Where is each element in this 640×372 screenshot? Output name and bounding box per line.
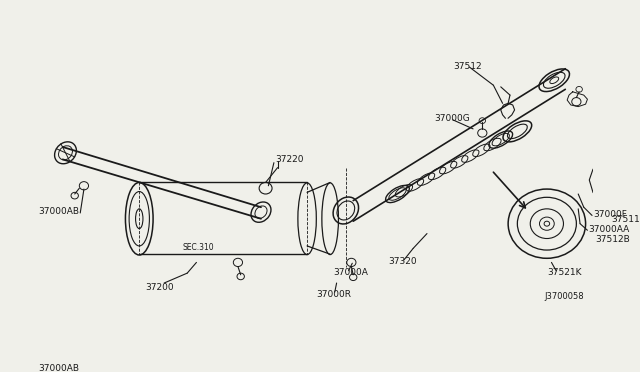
Text: 37200: 37200	[146, 283, 174, 292]
Text: J3700058: J3700058	[544, 292, 584, 301]
Text: 37000G: 37000G	[435, 114, 470, 123]
Text: 37512: 37512	[453, 62, 481, 71]
Bar	[140, 183, 307, 254]
Text: 37000R: 37000R	[316, 290, 351, 299]
Text: 37220: 37220	[275, 155, 303, 164]
Text: 37320: 37320	[388, 257, 417, 266]
Text: 37000AB: 37000AB	[38, 364, 79, 372]
Text: 37000A: 37000A	[333, 268, 368, 277]
Text: 37521K: 37521K	[547, 268, 581, 277]
Text: 37000AA: 37000AA	[588, 225, 630, 234]
Text: 37512B: 37512B	[595, 235, 630, 244]
Text: 37000AB: 37000AB	[38, 207, 79, 216]
Text: 37000F: 37000F	[593, 211, 627, 219]
Text: 37511: 37511	[611, 215, 640, 224]
Text: SEC.310: SEC.310	[182, 243, 214, 253]
